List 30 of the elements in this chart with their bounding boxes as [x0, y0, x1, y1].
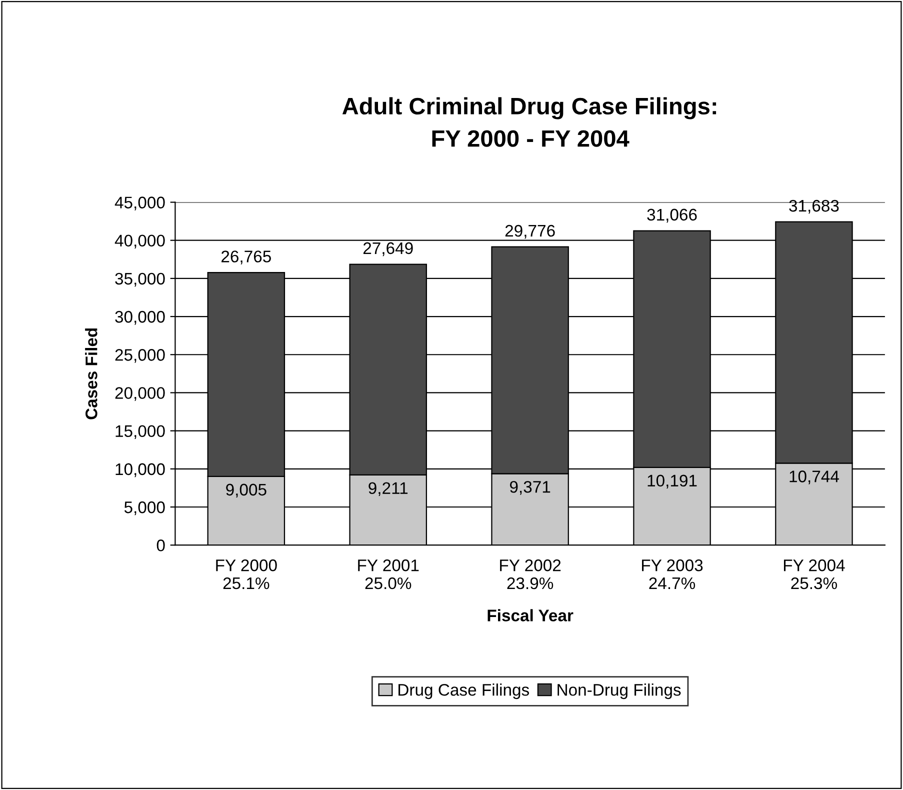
data-label: 9,211: [368, 482, 408, 496]
y-tick-label: 5,000: [124, 501, 165, 516]
y-tick-label: 20,000: [115, 387, 165, 401]
y-tick-label: 10,000: [116, 463, 165, 478]
x-axis-title: Fiscal Year: [488, 609, 574, 622]
y-tick-label: 40,000: [114, 234, 165, 249]
data-label: 9,371: [510, 481, 550, 495]
y-tick-label: 30,000: [115, 310, 165, 325]
data-label: 10,191: [648, 474, 697, 489]
data-label: 26,765: [222, 250, 271, 264]
data-label: 29,776: [505, 224, 555, 239]
y-axis-title: Cases Filed: [85, 328, 98, 420]
y-tick-label: 25,000: [115, 349, 165, 363]
x-tick-label: FY 2000 25.1%: [216, 559, 277, 590]
y-tick-label: 0: [156, 540, 165, 552]
data-label: 31,683: [789, 200, 839, 214]
legend-label: Drug Case Filings: [398, 684, 530, 700]
data-label: 31,066: [647, 208, 697, 223]
data-label: 10,744: [790, 470, 839, 484]
x-tick-label: FY 2003 24.7%: [642, 559, 703, 590]
y-tick-label: 45,000: [114, 196, 165, 210]
data-label: 27,649: [363, 242, 413, 256]
data-label: 9,005: [226, 484, 266, 498]
x-tick-label: FY 2002 23.9%: [500, 559, 561, 590]
y-tick-label: 15,000: [116, 425, 165, 439]
x-tick-label: FY 2004 25.3%: [784, 559, 845, 590]
x-tick-label: FY 2001 25.0%: [358, 559, 419, 590]
chart-title: Adult Criminal Drug Case Filings: FY 2000 - FY 2004: [342, 97, 716, 147]
y-tick-label: 35,000: [115, 272, 165, 287]
legend-label: Non-Drug Filings: [558, 684, 681, 700]
